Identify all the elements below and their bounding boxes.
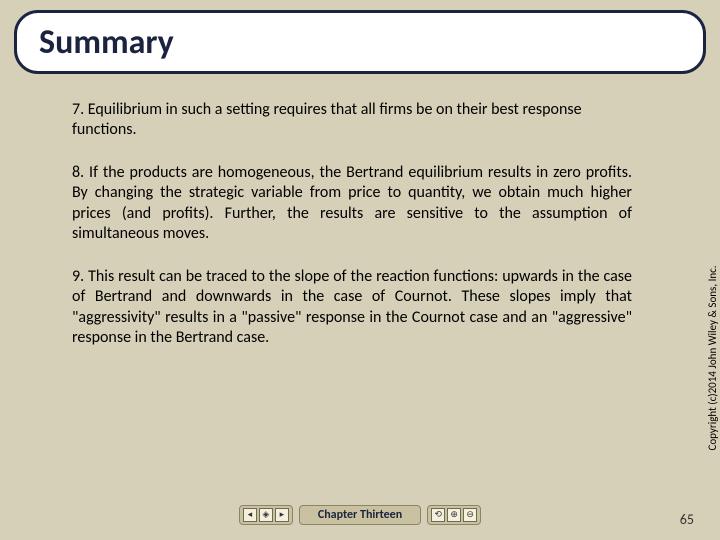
nav-group-left: ◂ ◈ ▸ xyxy=(239,505,293,525)
title-bar: Summary xyxy=(14,10,706,74)
content-area: 7. Equilibrium in such a setting require… xyxy=(72,100,632,371)
nav-prev-icon[interactable]: ◂ xyxy=(243,508,257,522)
footer-controls: ◂ ◈ ▸ Chapter Thirteen ⟲ ⊕ ⊖ xyxy=(239,505,481,525)
summary-point-7: 7. Equilibrium in such a setting require… xyxy=(72,100,632,141)
nav-group-right: ⟲ ⊕ ⊖ xyxy=(427,505,481,525)
nav-zoom-out-icon[interactable]: ⊖ xyxy=(463,508,477,522)
footer: ◂ ◈ ▸ Chapter Thirteen ⟲ ⊕ ⊖ xyxy=(0,504,720,526)
nav-next-icon[interactable]: ▸ xyxy=(275,508,289,522)
page-number: 65 xyxy=(680,511,694,528)
summary-point-9: 9. This result can be traced to the slop… xyxy=(72,267,632,349)
copyright-notice: Copyright (c)2014 John Wiley & Sons, Inc… xyxy=(706,265,719,450)
nav-home-icon[interactable]: ◈ xyxy=(259,508,273,522)
summary-point-8: 8. If the products are homogeneous, the … xyxy=(72,163,632,245)
page-title: Summary xyxy=(39,22,174,63)
chapter-label: Chapter Thirteen xyxy=(299,505,421,525)
nav-reset-icon[interactable]: ⟲ xyxy=(431,508,445,522)
nav-zoom-in-icon[interactable]: ⊕ xyxy=(447,508,461,522)
